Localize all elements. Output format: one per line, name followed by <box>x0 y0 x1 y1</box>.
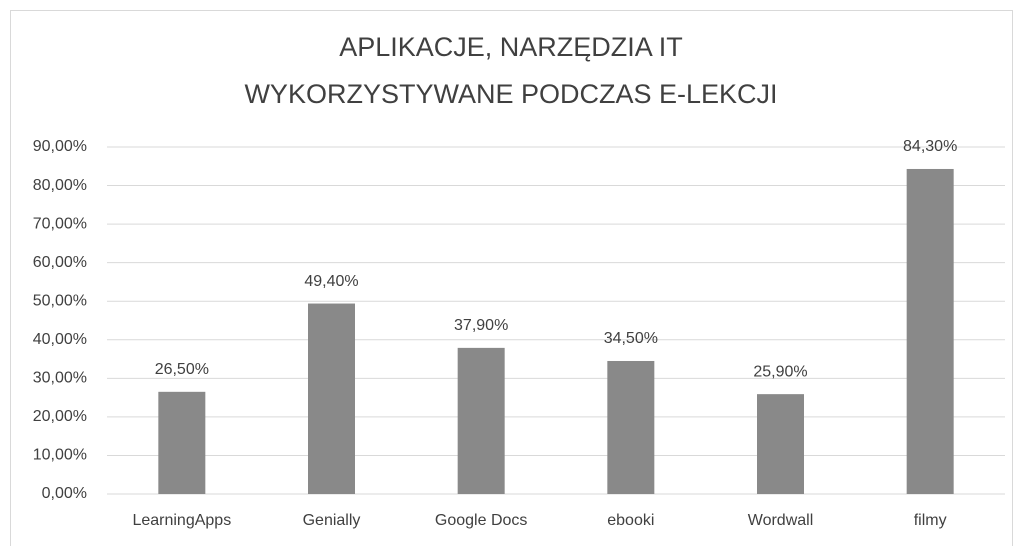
y-tick-label: 50,00% <box>33 292 87 309</box>
x-tick-label: Google Docs <box>435 512 528 529</box>
data-label: 25,90% <box>753 363 807 380</box>
x-tick-label: LearningApps <box>132 512 231 529</box>
y-tick-label: 40,00% <box>33 331 87 348</box>
bar <box>906 168 954 494</box>
bar <box>308 303 355 494</box>
data-label: 49,40% <box>304 273 358 290</box>
data-label: 84,30% <box>903 138 957 155</box>
x-tick-label: ebooki <box>607 512 654 529</box>
y-tick-label: 70,00% <box>33 215 87 232</box>
x-tick-label: Wordwall <box>748 512 814 529</box>
bar <box>757 394 804 494</box>
bar <box>457 347 505 494</box>
chart-title: APLIKACJE, NARZĘDZIA IT <box>339 32 683 62</box>
y-tick-label: 80,00% <box>33 177 87 194</box>
chart-title: WYKORZYSTYWANE PODCZAS E-LEKCJI <box>244 79 777 109</box>
y-tick-label: 60,00% <box>33 254 87 271</box>
y-tick-label: 20,00% <box>33 408 87 425</box>
y-tick-label: 0,00% <box>42 485 87 502</box>
data-label: 34,50% <box>604 330 658 347</box>
y-tick-label: 90,00% <box>33 138 87 155</box>
y-tick-label: 30,00% <box>33 370 87 387</box>
data-label: 37,90% <box>454 317 508 334</box>
x-tick-label: filmy <box>914 512 947 529</box>
data-label: 26,50% <box>155 361 209 378</box>
bar <box>158 391 206 494</box>
bar <box>607 360 655 494</box>
y-tick-label: 10,00% <box>33 447 87 464</box>
x-tick-label: Genially <box>303 512 361 529</box>
